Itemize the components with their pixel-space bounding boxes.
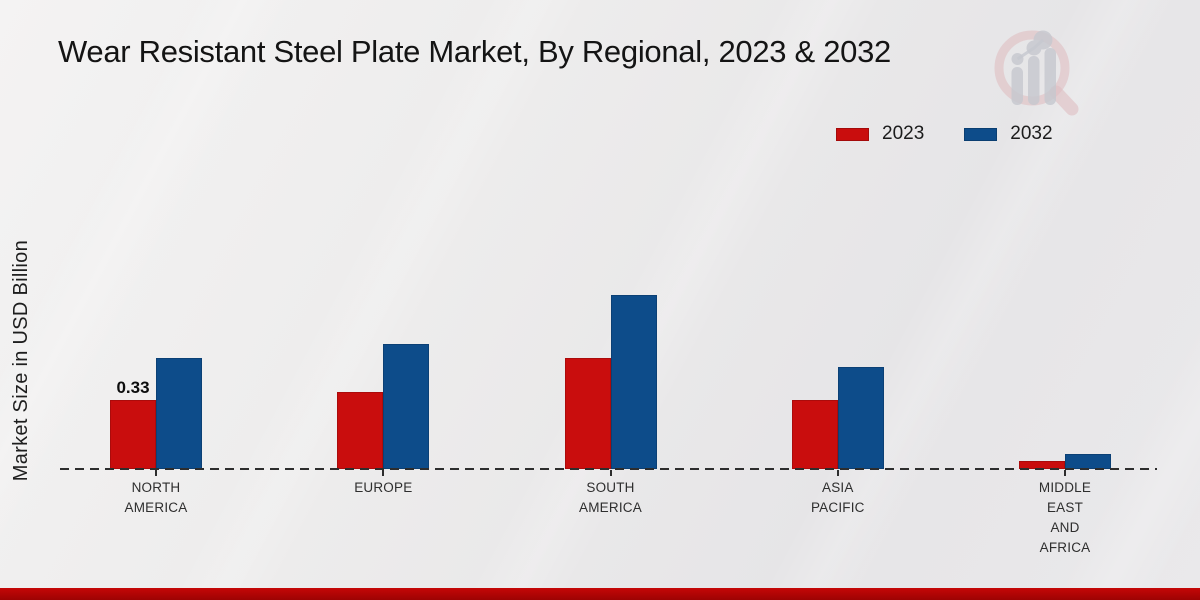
- legend-label-2023: 2023: [882, 123, 925, 144]
- legend-item-2023: 2023: [836, 123, 924, 145]
- x-axis-tick-middle-east-and-africa: [1064, 470, 1066, 476]
- bar-2032-europe: [383, 344, 430, 469]
- x-axis-label-north-america: NORTH AMERICA: [124, 480, 188, 515]
- legend-swatch-2032: [964, 127, 998, 141]
- bar-2023-north-america: [110, 400, 156, 469]
- bar-2023-europe: [337, 392, 384, 469]
- magnifier-chart-logo-icon: [994, 30, 1079, 116]
- bar-value-label: 0.33: [116, 378, 150, 397]
- bar-2032-north-america: [156, 358, 202, 469]
- x-axis-label-asia-pacific: ASIA PACIFIC: [810, 480, 865, 515]
- x-axis-tick-north-america: [155, 470, 157, 476]
- legend: 2023 2032: [836, 123, 1053, 145]
- x-axis-tick-europe: [382, 470, 385, 476]
- x-axis-label-south-america: SOUTH AMERICA: [579, 480, 642, 515]
- bar-2032-south-america: [610, 295, 657, 469]
- x-axis-label-europe: EUROPE: [354, 480, 413, 495]
- bar-2023-south-america: [564, 358, 611, 469]
- legend-label-2032: 2032: [1010, 123, 1053, 144]
- bar-2023-asia-pacific: [791, 400, 838, 469]
- bar-2032-middle-east-and-africa: [1065, 454, 1111, 469]
- legend-swatch-2023: [836, 127, 869, 141]
- footer-accent-bar: [0, 588, 1200, 600]
- page-title: Wear Resistant Steel Plate Market, By Re…: [58, 34, 891, 69]
- x-axis-label-middle-east-and-africa: MIDDLE EAST AND AFRICA: [1038, 480, 1092, 555]
- legend-item-2032: 2032: [964, 123, 1053, 145]
- x-axis-tick-asia-pacific: [836, 470, 839, 476]
- x-axis-tick-south-america: [609, 470, 612, 476]
- x-axis-baseline: [60, 468, 1157, 470]
- bar-2032-asia-pacific: [837, 367, 884, 469]
- bar-2023-middle-east-and-africa: [1019, 461, 1065, 469]
